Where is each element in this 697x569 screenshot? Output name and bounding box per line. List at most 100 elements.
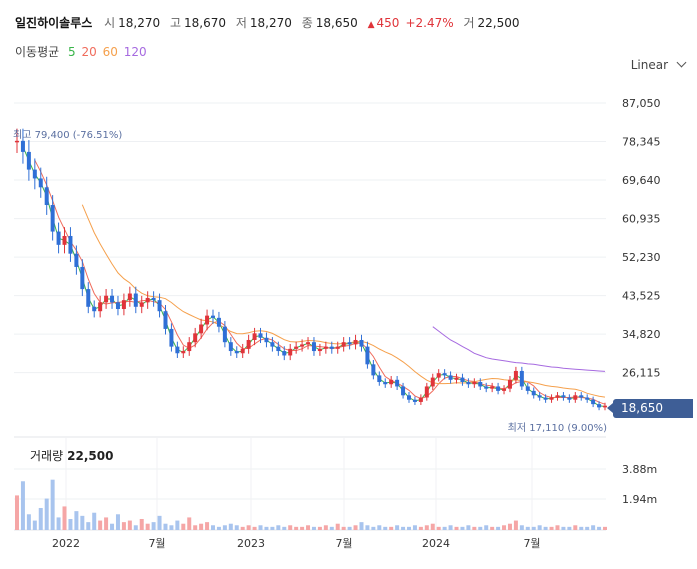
candle-body <box>145 297 150 303</box>
candle-body <box>484 386 489 389</box>
volume-bar <box>240 526 245 530</box>
volume-bar <box>502 525 507 530</box>
volume-bar <box>145 523 150 530</box>
volume-bar <box>519 525 524 530</box>
y-tick-label: 87,050 <box>622 97 661 110</box>
volume-bar <box>353 525 358 530</box>
stock-header: 일진하이솔루스 시 18,270 고 18,670 저 18,270 종 18,650 … <box>15 14 526 31</box>
volume-bar <box>246 525 251 530</box>
scale-selector[interactable]: Linear <box>631 57 687 72</box>
candle-body <box>365 346 370 365</box>
volume-bar <box>44 498 49 530</box>
candle-body <box>74 253 79 267</box>
candle-body <box>68 235 73 254</box>
volume-bar <box>56 517 61 530</box>
candle-body <box>460 377 465 383</box>
volume-label: 거 <box>463 16 475 30</box>
candle-body <box>311 342 316 352</box>
change-value: 450 <box>376 16 400 30</box>
volume-tick-label: 3.88m <box>622 463 657 476</box>
volume-bar <box>525 526 530 530</box>
volume-bar <box>549 526 554 530</box>
ma5-legend[interactable]: 5 <box>68 45 76 59</box>
volume-bar <box>20 481 25 530</box>
candle-body <box>288 348 293 356</box>
volume-bar <box>199 523 204 530</box>
volume-bar <box>92 512 97 530</box>
volume-bar <box>347 526 352 530</box>
candle-body <box>169 328 174 347</box>
volume-bar <box>228 523 233 530</box>
volume-bar <box>496 526 501 530</box>
volume-bar <box>383 526 388 530</box>
volume-bar <box>371 526 376 530</box>
moving-average-legend: 이동평균 5 20 60 120 <box>15 43 147 60</box>
candle-body <box>448 375 453 380</box>
candle-body <box>127 293 132 301</box>
volume-bar <box>151 522 156 530</box>
volume-bar <box>270 526 275 530</box>
candle-body <box>282 351 287 356</box>
candle-body <box>264 337 269 343</box>
volume-bar <box>133 525 138 530</box>
volume-bar <box>187 517 192 530</box>
volume-bar <box>377 525 382 530</box>
candle-body <box>383 382 388 385</box>
candle-body <box>317 348 322 352</box>
volume-bar <box>395 525 400 530</box>
candle-body <box>377 375 382 383</box>
ma20-legend[interactable]: 20 <box>81 45 97 59</box>
candle-body <box>549 397 554 400</box>
x-tick-label: 7월 <box>148 537 165 550</box>
candle-body <box>32 169 37 179</box>
volume-bar <box>537 525 542 530</box>
volume-bar <box>282 526 287 530</box>
volume-bar <box>163 523 168 530</box>
volume-bar <box>484 525 489 530</box>
candle-body <box>139 302 144 307</box>
volume-bar <box>294 526 299 530</box>
volume-bar <box>513 520 518 530</box>
ma120-legend[interactable]: 120 <box>123 45 147 59</box>
candle-body <box>110 295 115 303</box>
candle-body <box>347 342 352 345</box>
candle-body <box>115 302 120 310</box>
candle-body <box>430 377 435 387</box>
volume-bar <box>323 525 328 530</box>
candle-body <box>442 373 447 376</box>
volume-bar <box>454 526 459 530</box>
volume-bar <box>389 526 394 530</box>
ma60-legend[interactable]: 60 <box>102 45 118 59</box>
candle-body <box>359 339 364 347</box>
volume-bar <box>62 506 67 530</box>
volume-bar <box>460 526 465 530</box>
candle-body <box>38 178 43 188</box>
volume-bar <box>127 520 132 530</box>
x-tick-label: 7월 <box>523 537 540 550</box>
candle-body <box>603 405 607 408</box>
volume-bar <box>567 526 572 530</box>
volume-bar <box>531 526 536 530</box>
volume-bar <box>175 520 180 530</box>
y-tick-label: 52,230 <box>622 251 661 264</box>
candle-body <box>401 386 406 396</box>
candle-body <box>228 342 233 352</box>
candle-body <box>98 302 103 312</box>
volume-bar <box>38 507 43 530</box>
candle-body <box>335 346 340 349</box>
volume-bar <box>478 526 483 530</box>
volume-bar <box>442 526 447 530</box>
candle-body <box>104 295 109 303</box>
candle-body <box>306 342 311 345</box>
candle-body <box>573 395 578 400</box>
candle-body <box>478 382 483 387</box>
volume-panel-label: 거래량 <box>30 449 64 463</box>
y-tick-label: 26,115 <box>622 367 661 380</box>
volume-bar <box>110 523 115 530</box>
candle-body <box>56 231 61 245</box>
candle-body <box>591 399 596 405</box>
candle-body <box>513 370 518 380</box>
candle-body <box>50 205 55 232</box>
current-price-badge: 18,650 <box>607 399 693 418</box>
